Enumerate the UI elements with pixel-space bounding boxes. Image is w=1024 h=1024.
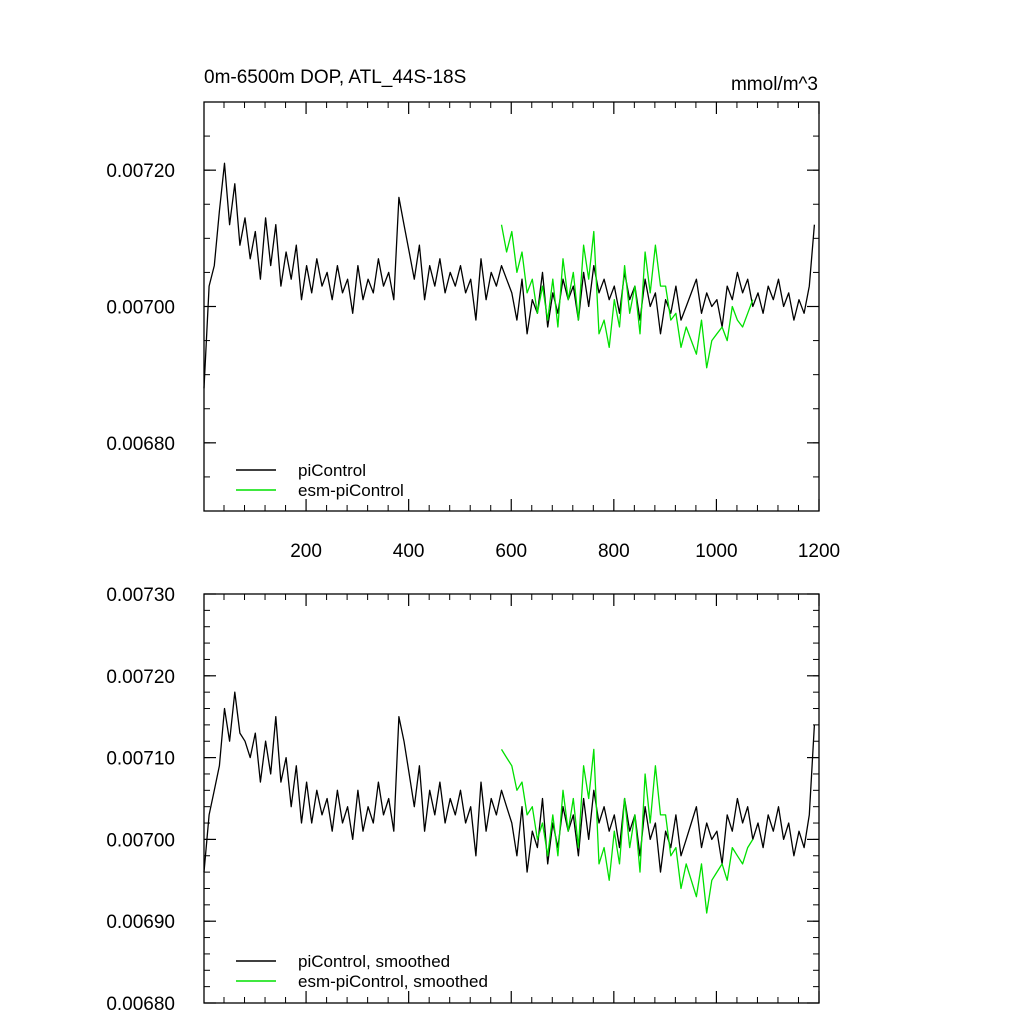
x-tick-label: 800	[598, 541, 630, 562]
top-series-lines	[203, 162, 816, 389]
legend-label-esm-picontrol: esm-piControl	[298, 481, 404, 500]
y-tick-label: 0.00710	[106, 749, 175, 770]
series-line-esm-picontrol	[500, 748, 754, 914]
bottom-panel: 0.00680 0.00690 0.00700 0.00710 0.00720 0.007…	[106, 585, 820, 1015]
series-line-picontrol	[203, 162, 816, 389]
legend-label-picontrol: piControl	[298, 461, 366, 480]
y-tick-label: 0.00720	[106, 667, 175, 688]
x-tick-label: 200	[290, 541, 322, 562]
y-tick-label: 0.00690	[106, 912, 175, 933]
y-tick-label: 0.00720	[106, 161, 175, 182]
y-tick-label: 0.00700	[106, 830, 175, 851]
y-tick-label: 0.00700	[106, 298, 175, 319]
top-plot-frame	[203, 101, 820, 512]
x-tick-label: 600	[495, 541, 527, 562]
x-tick-label: 400	[393, 541, 425, 562]
legend-label-esm-picontrol-smoothed: esm-piControl, smoothed	[298, 972, 488, 991]
x-tick-label: 1200	[798, 541, 840, 562]
top-legend: piControl esm-piControl	[236, 461, 404, 500]
y-tick-label: 0.00680	[106, 434, 175, 455]
top-axes: 200 400 600 800 1000 1200 0.00680 0.00700 0.0072…	[106, 102, 840, 562]
chart-title: 0m-6500m DOP, ATL_44S-18S	[204, 67, 466, 88]
bottom-legend: piControl, smoothed esm-piControl, smoot…	[236, 952, 488, 991]
top-panel: 0m-6500m DOP, ATL_44S-18S mmol/m^3 200 40…	[106, 67, 840, 562]
y-tick-label: 0.00730	[106, 585, 175, 606]
y-tick-label: 0.00680	[106, 994, 175, 1015]
bottom-series-lines	[203, 691, 816, 914]
series-line-esm-picontrol	[500, 224, 754, 369]
series-line-picontrol	[203, 691, 816, 873]
bottom-axes: 0.00680 0.00690 0.00700 0.00710 0.00720 0.007…	[106, 585, 820, 1015]
x-tick-label: 1000	[695, 541, 737, 562]
legend-label-picontrol-smoothed: piControl, smoothed	[298, 952, 450, 971]
units-label: mmol/m^3	[731, 74, 818, 95]
bottom-plot-frame	[203, 593, 820, 1004]
